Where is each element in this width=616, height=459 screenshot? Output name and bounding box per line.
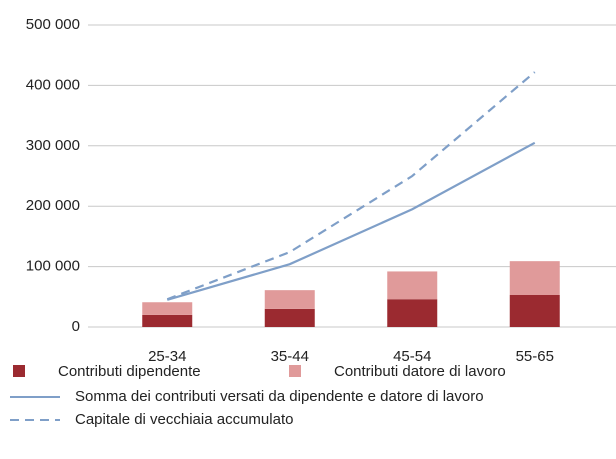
bar-segment <box>264 308 315 327</box>
y-tick-label: 500 000 <box>26 16 80 33</box>
bar-segment <box>387 271 438 300</box>
legend-label: Contributi datore di lavoro <box>334 363 506 380</box>
x-tick-label: 35-44 <box>271 348 309 365</box>
y-tick-label: 100 000 <box>26 258 80 275</box>
legend-swatch <box>289 365 301 377</box>
legend-label: Somma dei contributi versati da dipenden… <box>75 388 484 405</box>
x-tick-label: 45-54 <box>393 348 431 365</box>
legend-label: Contributi dipendente <box>58 363 201 380</box>
line <box>166 71 536 301</box>
bar-segment <box>142 314 193 327</box>
bar-segment <box>387 299 438 327</box>
y-tick-label: 300 000 <box>26 137 80 154</box>
bar-segment <box>142 302 193 315</box>
legend-swatch <box>13 365 25 377</box>
y-tick-label: 0 <box>72 318 80 335</box>
legend-label: Capitale di vecchiaia accumulato <box>75 411 293 428</box>
x-tick-label: 25-34 <box>148 348 186 365</box>
bar-segment <box>509 261 560 295</box>
x-tick-label: 55-65 <box>516 348 554 365</box>
bar-segment <box>509 294 560 327</box>
line <box>166 141 536 301</box>
y-tick-label: 400 000 <box>26 76 80 93</box>
y-tick-label: 200 000 <box>26 197 80 214</box>
bar-segment <box>264 290 315 309</box>
